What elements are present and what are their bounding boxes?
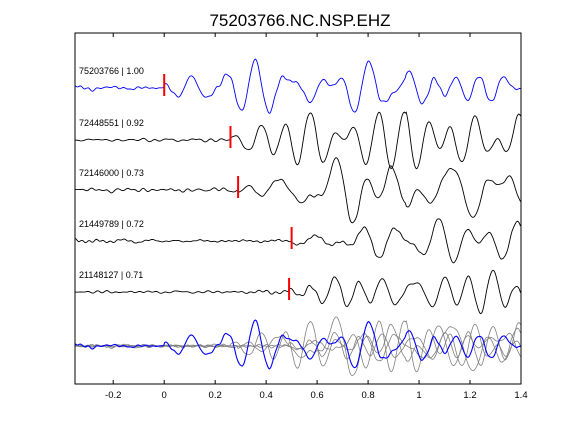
x-tick-label: 1	[416, 390, 421, 401]
trace-label-21148127: 21148127 | 0.71	[79, 270, 143, 280]
trace-label-72448551: 72448551 | 0.92	[79, 118, 144, 128]
x-tick-label: 1.2	[463, 390, 476, 401]
x-tick-label: 0	[162, 390, 167, 401]
trace-75203766	[74, 58, 521, 114]
x-tick-label: -0.2	[105, 390, 121, 401]
x-tick-label: 0.4	[260, 390, 273, 401]
trace-21449789	[74, 218, 521, 264]
chart-title: 75203766.NC.NSP.EHZ	[209, 11, 390, 30]
trace-label-75203766: 75203766 | 1.00	[79, 66, 144, 76]
x-axis: -0.2 0 0.2 0.4 0.6 0.8 1 1.2 1.4	[105, 33, 528, 401]
picks-layer	[163, 74, 293, 300]
overlay-trace-72146000	[74, 316, 521, 377]
trace-72146000	[75, 157, 521, 224]
trace-label-72146000: 72146000 | 0.73	[79, 168, 144, 178]
x-tick-label: 1.4	[514, 390, 527, 401]
trace-label-21449789: 21449789 | 0.72	[79, 219, 144, 229]
traces-layer	[74, 58, 521, 315]
trace-21148127	[74, 269, 521, 315]
overlay-layer	[74, 316, 521, 377]
trace-72448551	[74, 111, 521, 170]
x-tick-label: 0.8	[361, 390, 374, 401]
x-tick-label: 0.2	[209, 390, 222, 401]
labels-layer: 75203766 | 1.00 72448551 | 0.92 72146000 |…	[79, 66, 144, 280]
overlay-trace-75203766	[74, 319, 521, 370]
overlay-trace-72448551	[74, 320, 521, 373]
x-tick-label: 0.6	[311, 390, 324, 401]
plot-frame	[74, 32, 522, 385]
overlay-trace-21148127	[74, 326, 521, 366]
